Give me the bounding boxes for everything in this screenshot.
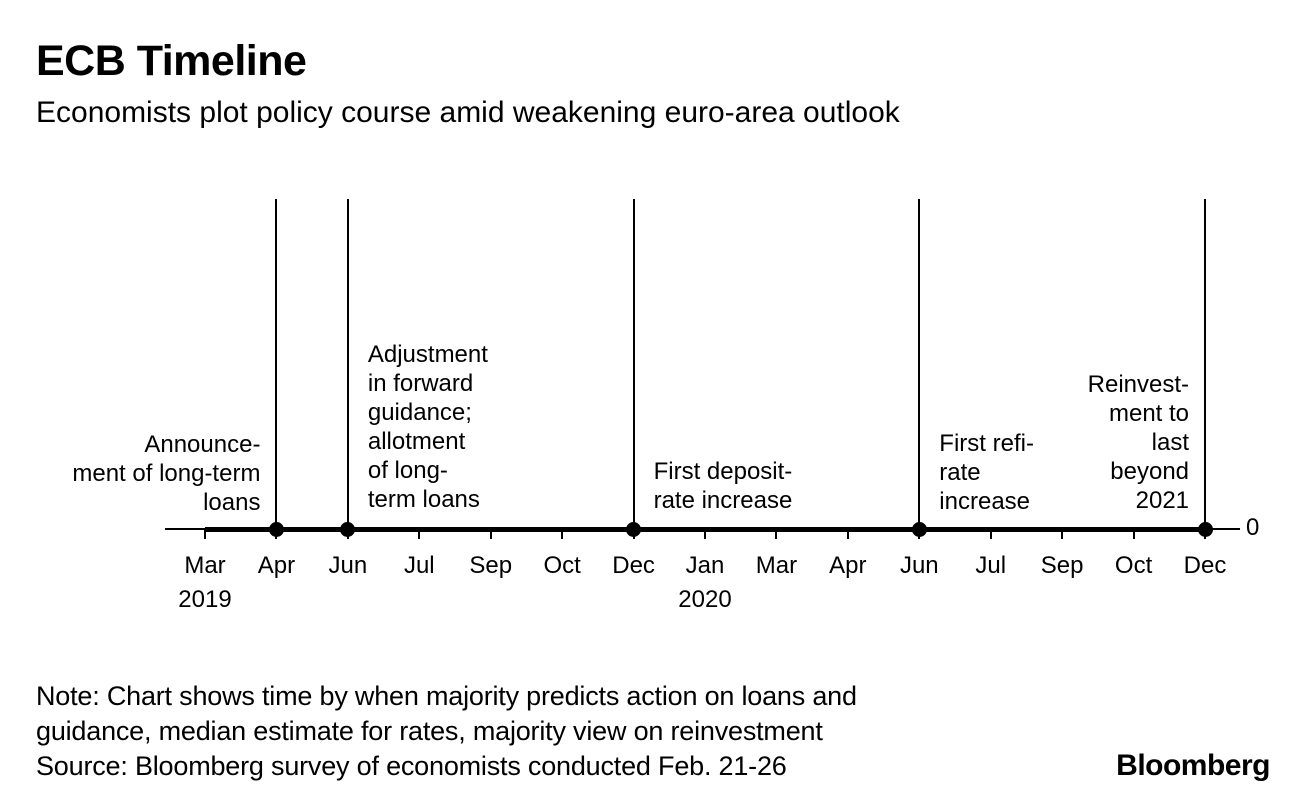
x-axis-label-oct-5: Oct — [543, 552, 581, 579]
event-marker-jun-2019 — [340, 521, 356, 537]
x-axis-label-sep-4: Sep — [469, 552, 513, 579]
event-marker-apr-2019 — [268, 521, 284, 537]
x-axis-tick-mar-8 — [775, 530, 778, 539]
x-axis-year-2020: 2020 — [678, 586, 732, 613]
event-annotation-line: loans — [203, 489, 261, 516]
event-line-dec-2020 — [1204, 199, 1207, 529]
event-marker-dec-2019 — [626, 521, 642, 537]
event-line-dec-2019 — [632, 199, 635, 529]
x-axis-label-mar-8: Mar — [755, 552, 798, 579]
x-axis-label-dec-14: Dec — [1183, 552, 1227, 579]
x-axis-label-sep-12: Sep — [1040, 552, 1084, 579]
event-line-apr-2019 — [275, 199, 278, 529]
timeline-series-line — [205, 526, 1206, 532]
x-axis-label-apr-9: Apr — [829, 552, 867, 579]
x-axis-tick-jul-3 — [418, 530, 421, 539]
event-annotation-line: of long- — [367, 457, 448, 484]
x-axis-tick-mar-0 — [204, 530, 206, 539]
note-line-1: Note: Chart shows time by when majority … — [36, 681, 857, 711]
note-line-2: guidance, median estimate for rates, maj… — [36, 716, 823, 746]
x-axis-label-jan-7: Jan — [685, 552, 725, 579]
event-annotation-line: Reinvest- — [1087, 371, 1190, 398]
event-annotation-line: rate increase — [653, 487, 793, 514]
event-annotation-line: allotment — [367, 428, 466, 455]
chart-subtitle: Economists plot policy course amid weake… — [36, 96, 900, 129]
event-annotation-line: last — [1151, 429, 1190, 456]
x-axis-label-jun-2: Jun — [328, 552, 368, 579]
event-annotation-line: term loans — [367, 486, 480, 513]
event-annotation-line: ment to — [1108, 400, 1190, 427]
event-annotation-jun-2020: First refi-rate increase — [939, 429, 1034, 516]
x-axis-label-apr-1: Apr — [257, 552, 296, 579]
event-annotation-line: increase — [939, 488, 1031, 515]
chart-title: ECB Timeline — [36, 37, 307, 85]
event-annotation-jun-2019: Adjustment in forward guidance; allotment of… — [368, 340, 488, 514]
event-annotation-line: rate — [939, 459, 981, 486]
event-marker-dec-2020 — [1197, 521, 1213, 537]
x-axis-tick-oct-13 — [1132, 530, 1135, 539]
x-axis-label-jul-3: Jul — [403, 552, 435, 579]
event-annotation-line: Announce- — [144, 431, 261, 458]
x-axis-tick-sep-12 — [1061, 530, 1064, 539]
source-line: Source: Bloomberg survey of economists c… — [36, 751, 787, 781]
event-annotation-dec-2019: First deposit-rate increase — [654, 457, 793, 515]
note-and-source: Note: Chart shows time by when majority … — [36, 679, 857, 784]
x-axis-label-oct-13: Oct — [1114, 552, 1153, 579]
event-annotation-line: Adjustment — [367, 341, 488, 368]
x-axis-label-mar-0: Mar — [184, 552, 226, 579]
event-marker-jun-2020 — [911, 521, 927, 537]
x-axis-label-dec-6: Dec — [612, 552, 655, 579]
event-annotation-line: beyond — [1110, 458, 1190, 485]
event-annotation-apr-2019: Announce-ment of long-term loans — [72, 430, 260, 517]
x-axis-tick-jul-11 — [989, 530, 992, 539]
x-axis-label-jun-10: Jun — [899, 552, 939, 579]
event-line-jun-2019 — [346, 199, 349, 529]
bloomberg-logo: Bloomberg — [1116, 749, 1270, 782]
y-axis-zero-label: 0 — [1246, 514, 1260, 541]
event-annotation-line: guidance; — [367, 399, 472, 426]
x-axis-year-2019: 2019 — [178, 586, 232, 613]
x-axis-tick-apr-9 — [846, 530, 849, 539]
event-annotation-line: First refi- — [939, 430, 1034, 457]
event-annotation-line: ment of long-term — [72, 460, 261, 487]
event-annotation-line: First deposit- — [653, 458, 793, 485]
event-annotation-dec-2020: Reinvest-ment to last beyond 2021 — [1088, 370, 1189, 515]
event-annotation-line: 2021 — [1135, 487, 1190, 514]
x-axis-label-jul-11: Jul — [975, 552, 1007, 579]
x-axis-tick-oct-5 — [561, 530, 564, 539]
event-line-jun-2020 — [918, 199, 921, 529]
event-annotation-line: in forward — [367, 370, 474, 397]
x-axis-tick-jan-7 — [704, 530, 706, 539]
x-axis-tick-sep-4 — [489, 530, 492, 539]
